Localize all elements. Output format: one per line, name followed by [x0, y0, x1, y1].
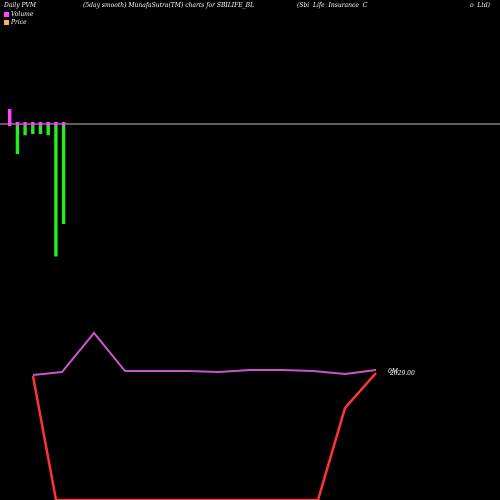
volume-bar	[54, 126, 58, 257]
last-price-prefix: 0M	[388, 368, 399, 375]
chart-type-label: Daily PVM	[4, 2, 37, 9]
legend-volume-label: Volume	[11, 11, 34, 18]
company-name-tail: o Ltd)	[470, 2, 491, 9]
volume-bar-cap	[46, 122, 50, 126]
company-name: (Sbi Life Insurance C	[297, 2, 368, 9]
volume-bar-cap	[31, 122, 35, 126]
legend-price: Price	[4, 19, 27, 26]
legend-volume: Volume	[4, 11, 33, 18]
last-price-label: 0M	[388, 368, 399, 375]
volume-swatch	[4, 12, 9, 17]
price-swatch	[4, 20, 9, 25]
volume-bars	[8, 109, 66, 257]
volume-bar	[31, 126, 35, 134]
volume-bar	[23, 126, 27, 136]
volume-bar	[8, 109, 12, 124]
last-price-value: 2029.00	[389, 370, 415, 377]
volume-bar-cap	[23, 122, 27, 126]
volume-bar	[46, 126, 50, 136]
volume-bar	[38, 126, 43, 134]
price-line	[31, 372, 377, 500]
legend-price-label: Price	[11, 19, 27, 26]
volume-bar	[61, 126, 66, 224]
smooth-price-line	[32, 331, 377, 376]
volume-bar-cap	[54, 122, 58, 126]
chart-title: (5day smooth) MunafaSutra(TM) charts for…	[83, 2, 255, 9]
volume-bar-cap	[61, 122, 66, 126]
volume-bar-cap	[38, 122, 43, 126]
volume-bar-cap	[15, 122, 20, 126]
volume-bar	[15, 126, 20, 154]
